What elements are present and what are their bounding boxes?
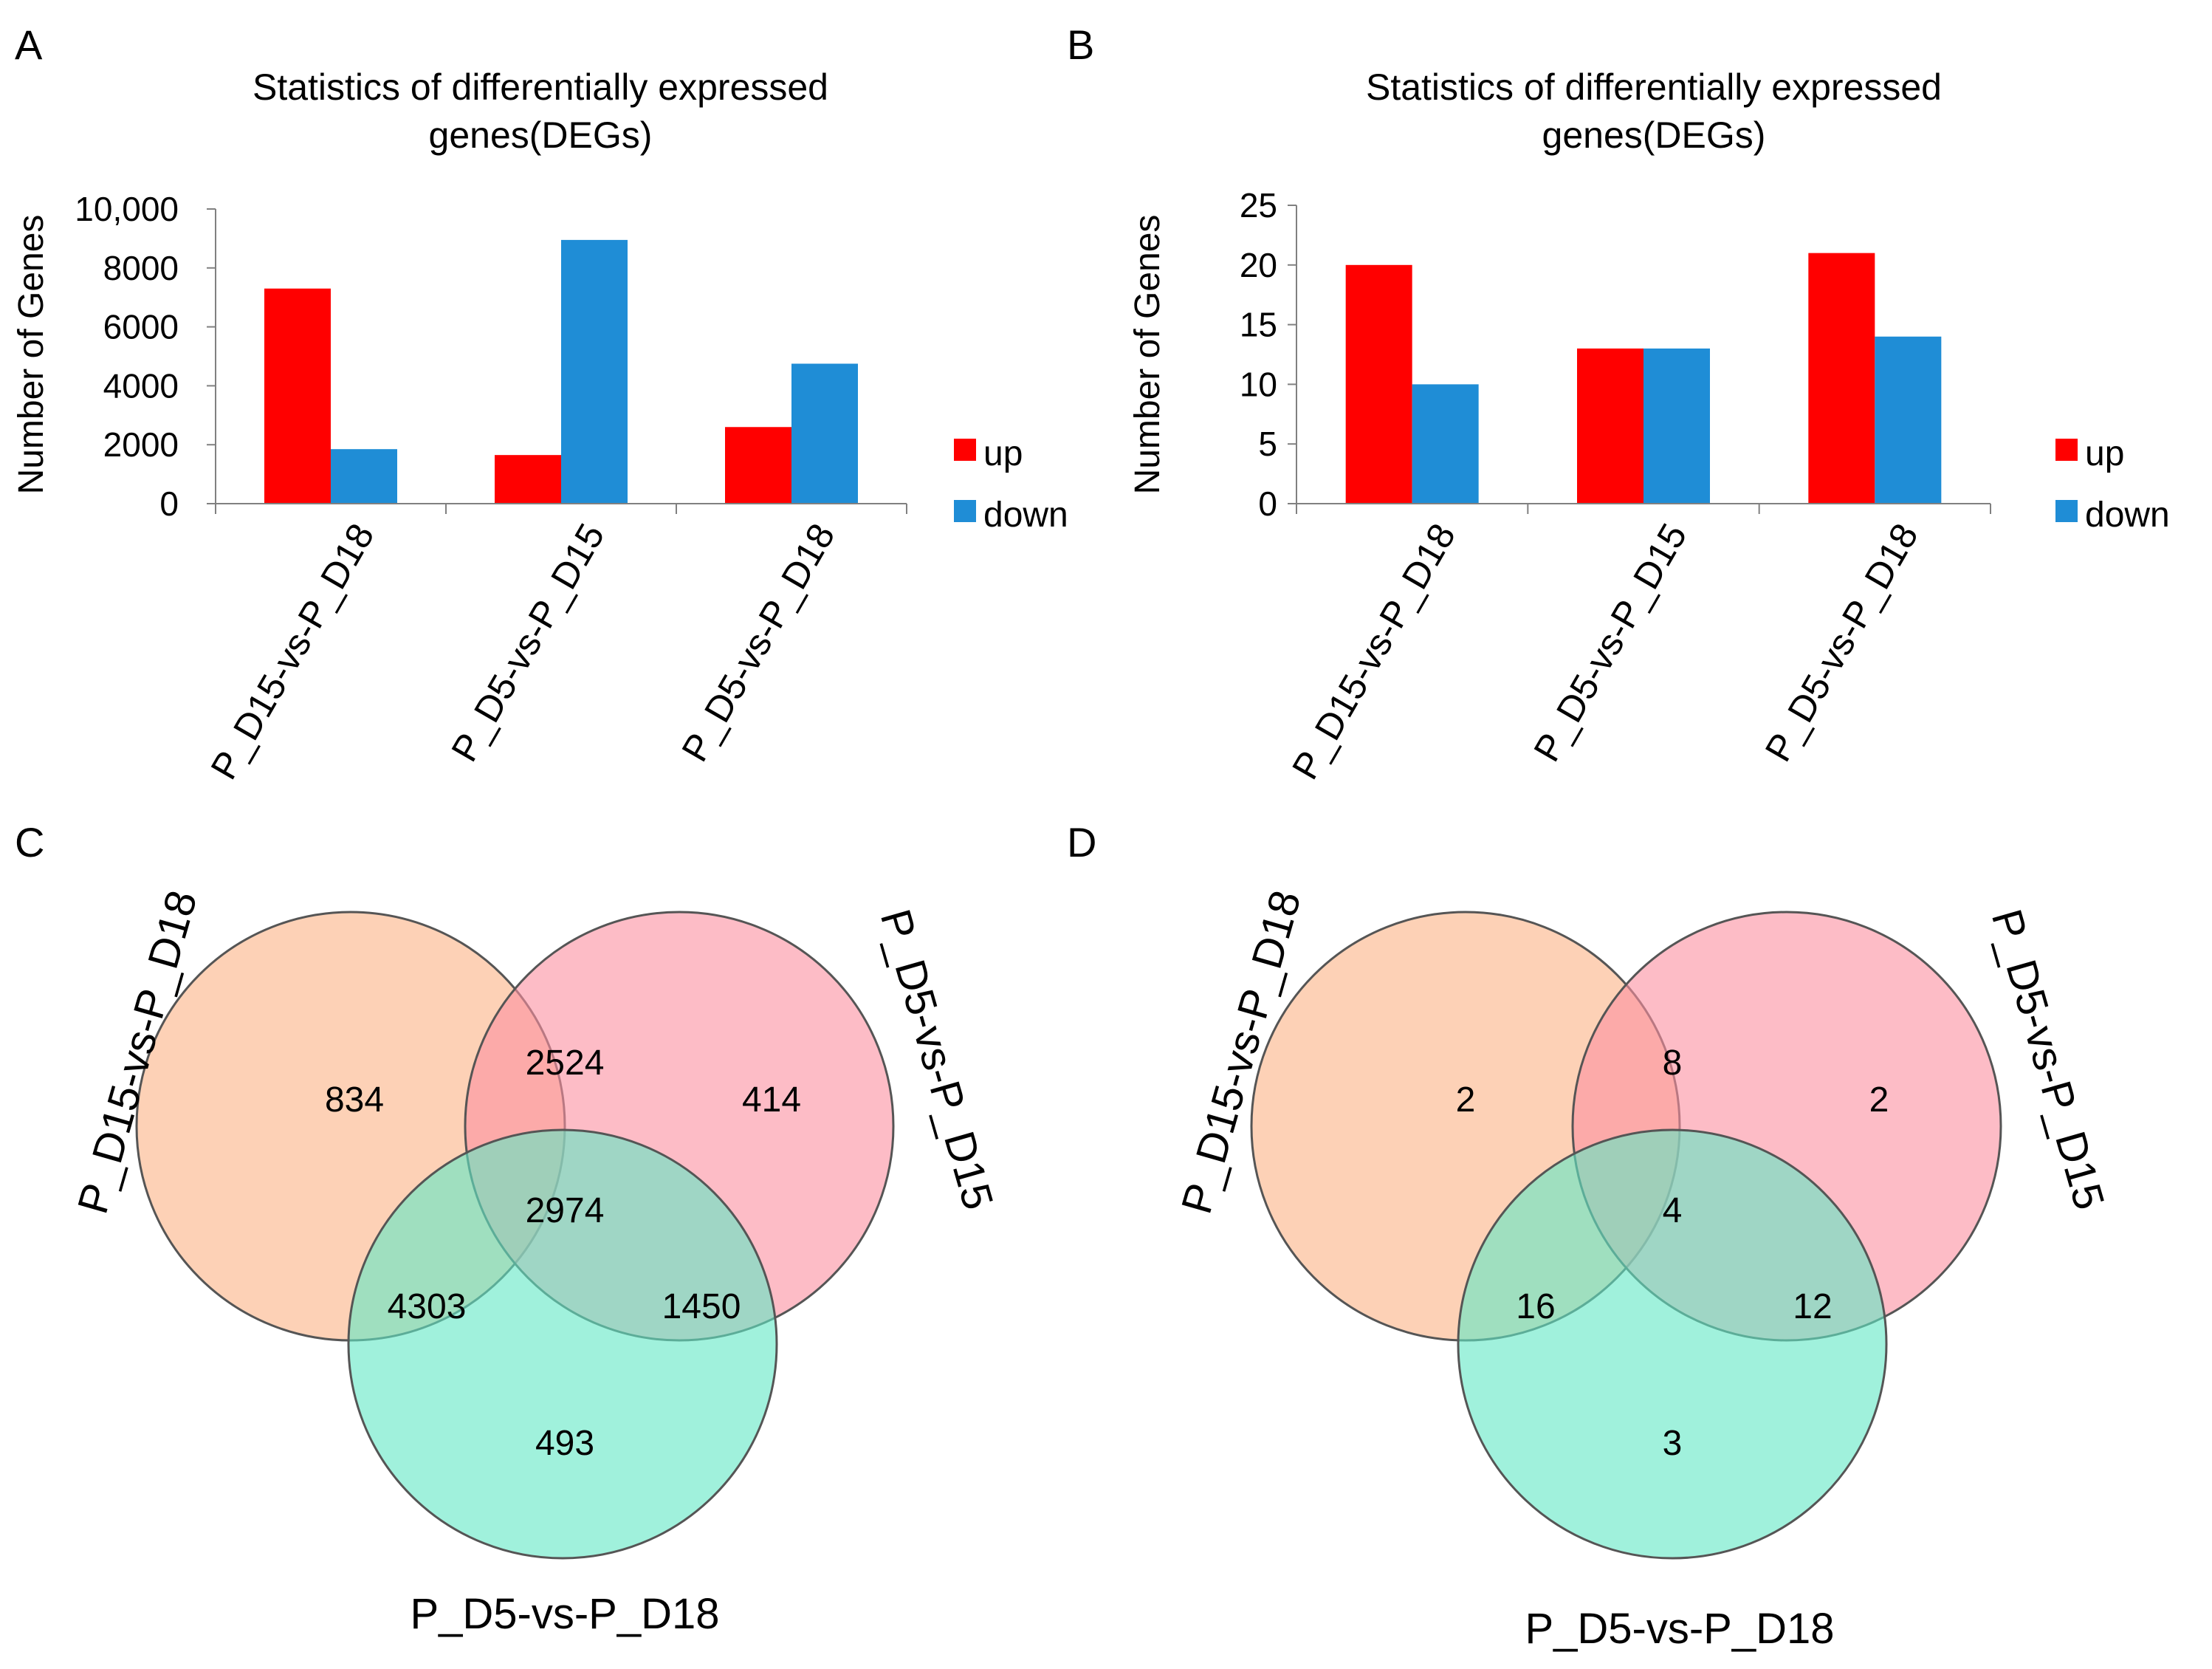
chart-a-bar-up [495,455,561,504]
panel-label-c: C [15,819,44,866]
chart-a-x-axis: P_D15-vs-P_D18 P_D5-vs-P_D15 P_D5-vs-P_D18 [202,503,907,786]
chart-b-bar-down [1643,348,1710,504]
venn-d-region-1-2-3: 4 [1663,1191,1683,1230]
chart-b-legend: up down [2055,434,2170,535]
chart-b-y-tick-label: 25 [1240,186,1277,225]
chart-b-x-axis: P_D15-vs-P_D18 P_D5-vs-P_D15 P_D5-vs-P_D18 [1284,503,1991,786]
chart-b-y-axis-label: Number of Genes [1128,215,1167,495]
chart-b-category-label: P_D5-vs-P_D18 [1757,517,1926,769]
venn-d-set-2-label: P_D5-vs-P_D15 [1982,904,2114,1215]
venn-diagram-c: P_D15-vs-P_D18 P_D5-vs-P_D15 P_D5-vs-P_D… [69,885,1003,1638]
chart-a-legend-swatch-up [954,439,976,461]
chart-b-y-tick-label: 5 [1258,425,1277,463]
chart-b-bar-up [1808,253,1875,504]
chart-b-title-line2: genes(DEGs) [1542,114,1766,156]
venn-d-region-1-3: 16 [1516,1287,1555,1326]
chart-b-legend-label-up: up [2085,434,2124,473]
venn-c-region-1-2-3: 2974 [526,1191,605,1230]
chart-a-legend-swatch-down [954,500,976,522]
venn-c-region-2-3: 1450 [662,1287,741,1326]
chart-a-y-ticks: 0 2000 4000 6000 8000 10,000 [75,190,216,523]
chart-a-y-axis-label: Number of Genes [12,215,51,495]
venn-c-region-1-3: 4303 [388,1287,467,1326]
chart-b-bar-up [1345,264,1412,504]
chart-a-y-tick-label: 10,000 [75,190,179,228]
bar-chart-b: Statistics of differentially expressed g… [1128,66,2170,786]
chart-b-category-label: P_D5-vs-P_D15 [1525,517,1694,769]
venn-d-region-2-3: 12 [1793,1287,1832,1326]
venn-d-region-only-2: 2 [1869,1080,1889,1120]
venn-c-region-only-1: 834 [325,1080,384,1120]
chart-a-bar-down [331,449,397,504]
chart-b-y-tick-label: 15 [1240,306,1277,344]
panel-label-b: B [1067,21,1094,68]
chart-a-title-line2: genes(DEGs) [429,114,653,156]
venn-c-region-only-2: 414 [742,1080,801,1120]
chart-b-legend-swatch-up [2055,439,2078,461]
chart-a-y-tick-label: 0 [159,484,179,523]
venn-diagram-d: P_D15-vs-P_D18 P_D5-vs-P_D15 P_D5-vs-P_D… [1172,885,2114,1653]
chart-a-legend-label-down: down [983,496,1068,535]
venn-d-set-3-circle [1457,1128,1888,1560]
chart-a-y-tick-label: 4000 [103,366,179,405]
venn-d-region-only-1: 2 [1456,1080,1476,1120]
chart-a-bar-down [561,239,628,504]
venn-d-region-1-2: 8 [1663,1043,1683,1083]
venn-c-region-only-3: 493 [535,1424,594,1463]
chart-b-y-ticks: 0 5 10 15 20 25 [1240,186,1297,523]
venn-c-set-3-label: P_D5-vs-P_D18 [410,1590,719,1638]
chart-b-title-line1: Statistics of differentially expressed [1366,66,1942,108]
chart-a-category-label: P_D5-vs-P_D18 [673,517,842,769]
venn-c-region-1-2: 2524 [526,1043,605,1083]
chart-a-bar-down [791,363,858,504]
panel-label-a: A [15,21,43,68]
chart-b-y-tick-label: 20 [1240,246,1277,284]
chart-a-y-tick-label: 8000 [103,249,179,287]
venn-c-set-2-label: P_D5-vs-P_D15 [871,904,1003,1215]
chart-a-category-label: P_D15-vs-P_D18 [202,517,382,786]
chart-a-legend: up down [954,434,1068,535]
chart-a-bars [264,239,858,504]
chart-a-legend-label-up: up [983,434,1023,473]
chart-b-legend-label-down: down [2085,496,2170,535]
chart-a-title-line1: Statistics of differentially expressed [253,66,828,108]
chart-b-bar-up [1577,348,1643,504]
chart-a-y-tick-label: 6000 [103,308,179,346]
panel-label-d: D [1067,819,1096,866]
chart-b-legend-swatch-down [2055,500,2078,522]
venn-c-set-3-circle [347,1128,778,1560]
chart-b-bar-down [1412,384,1479,504]
chart-b-y-tick-label: 0 [1258,484,1277,523]
venn-d-set-3-label: P_D5-vs-P_D18 [1525,1605,1834,1653]
venn-d-region-only-3: 3 [1663,1424,1683,1463]
chart-b-bar-down [1875,336,1942,504]
chart-b-y-tick-label: 10 [1240,365,1277,403]
bar-chart-a: Statistics of differentially expressed g… [12,66,1068,786]
chart-a-category-label: P_D5-vs-P_D15 [443,517,612,769]
chart-b-category-label: P_D15-vs-P_D18 [1284,516,1463,786]
chart-b-bars [1345,253,1942,504]
chart-a-bar-up [725,427,791,504]
chart-a-bar-up [264,288,331,504]
chart-a-y-tick-label: 2000 [103,425,179,464]
